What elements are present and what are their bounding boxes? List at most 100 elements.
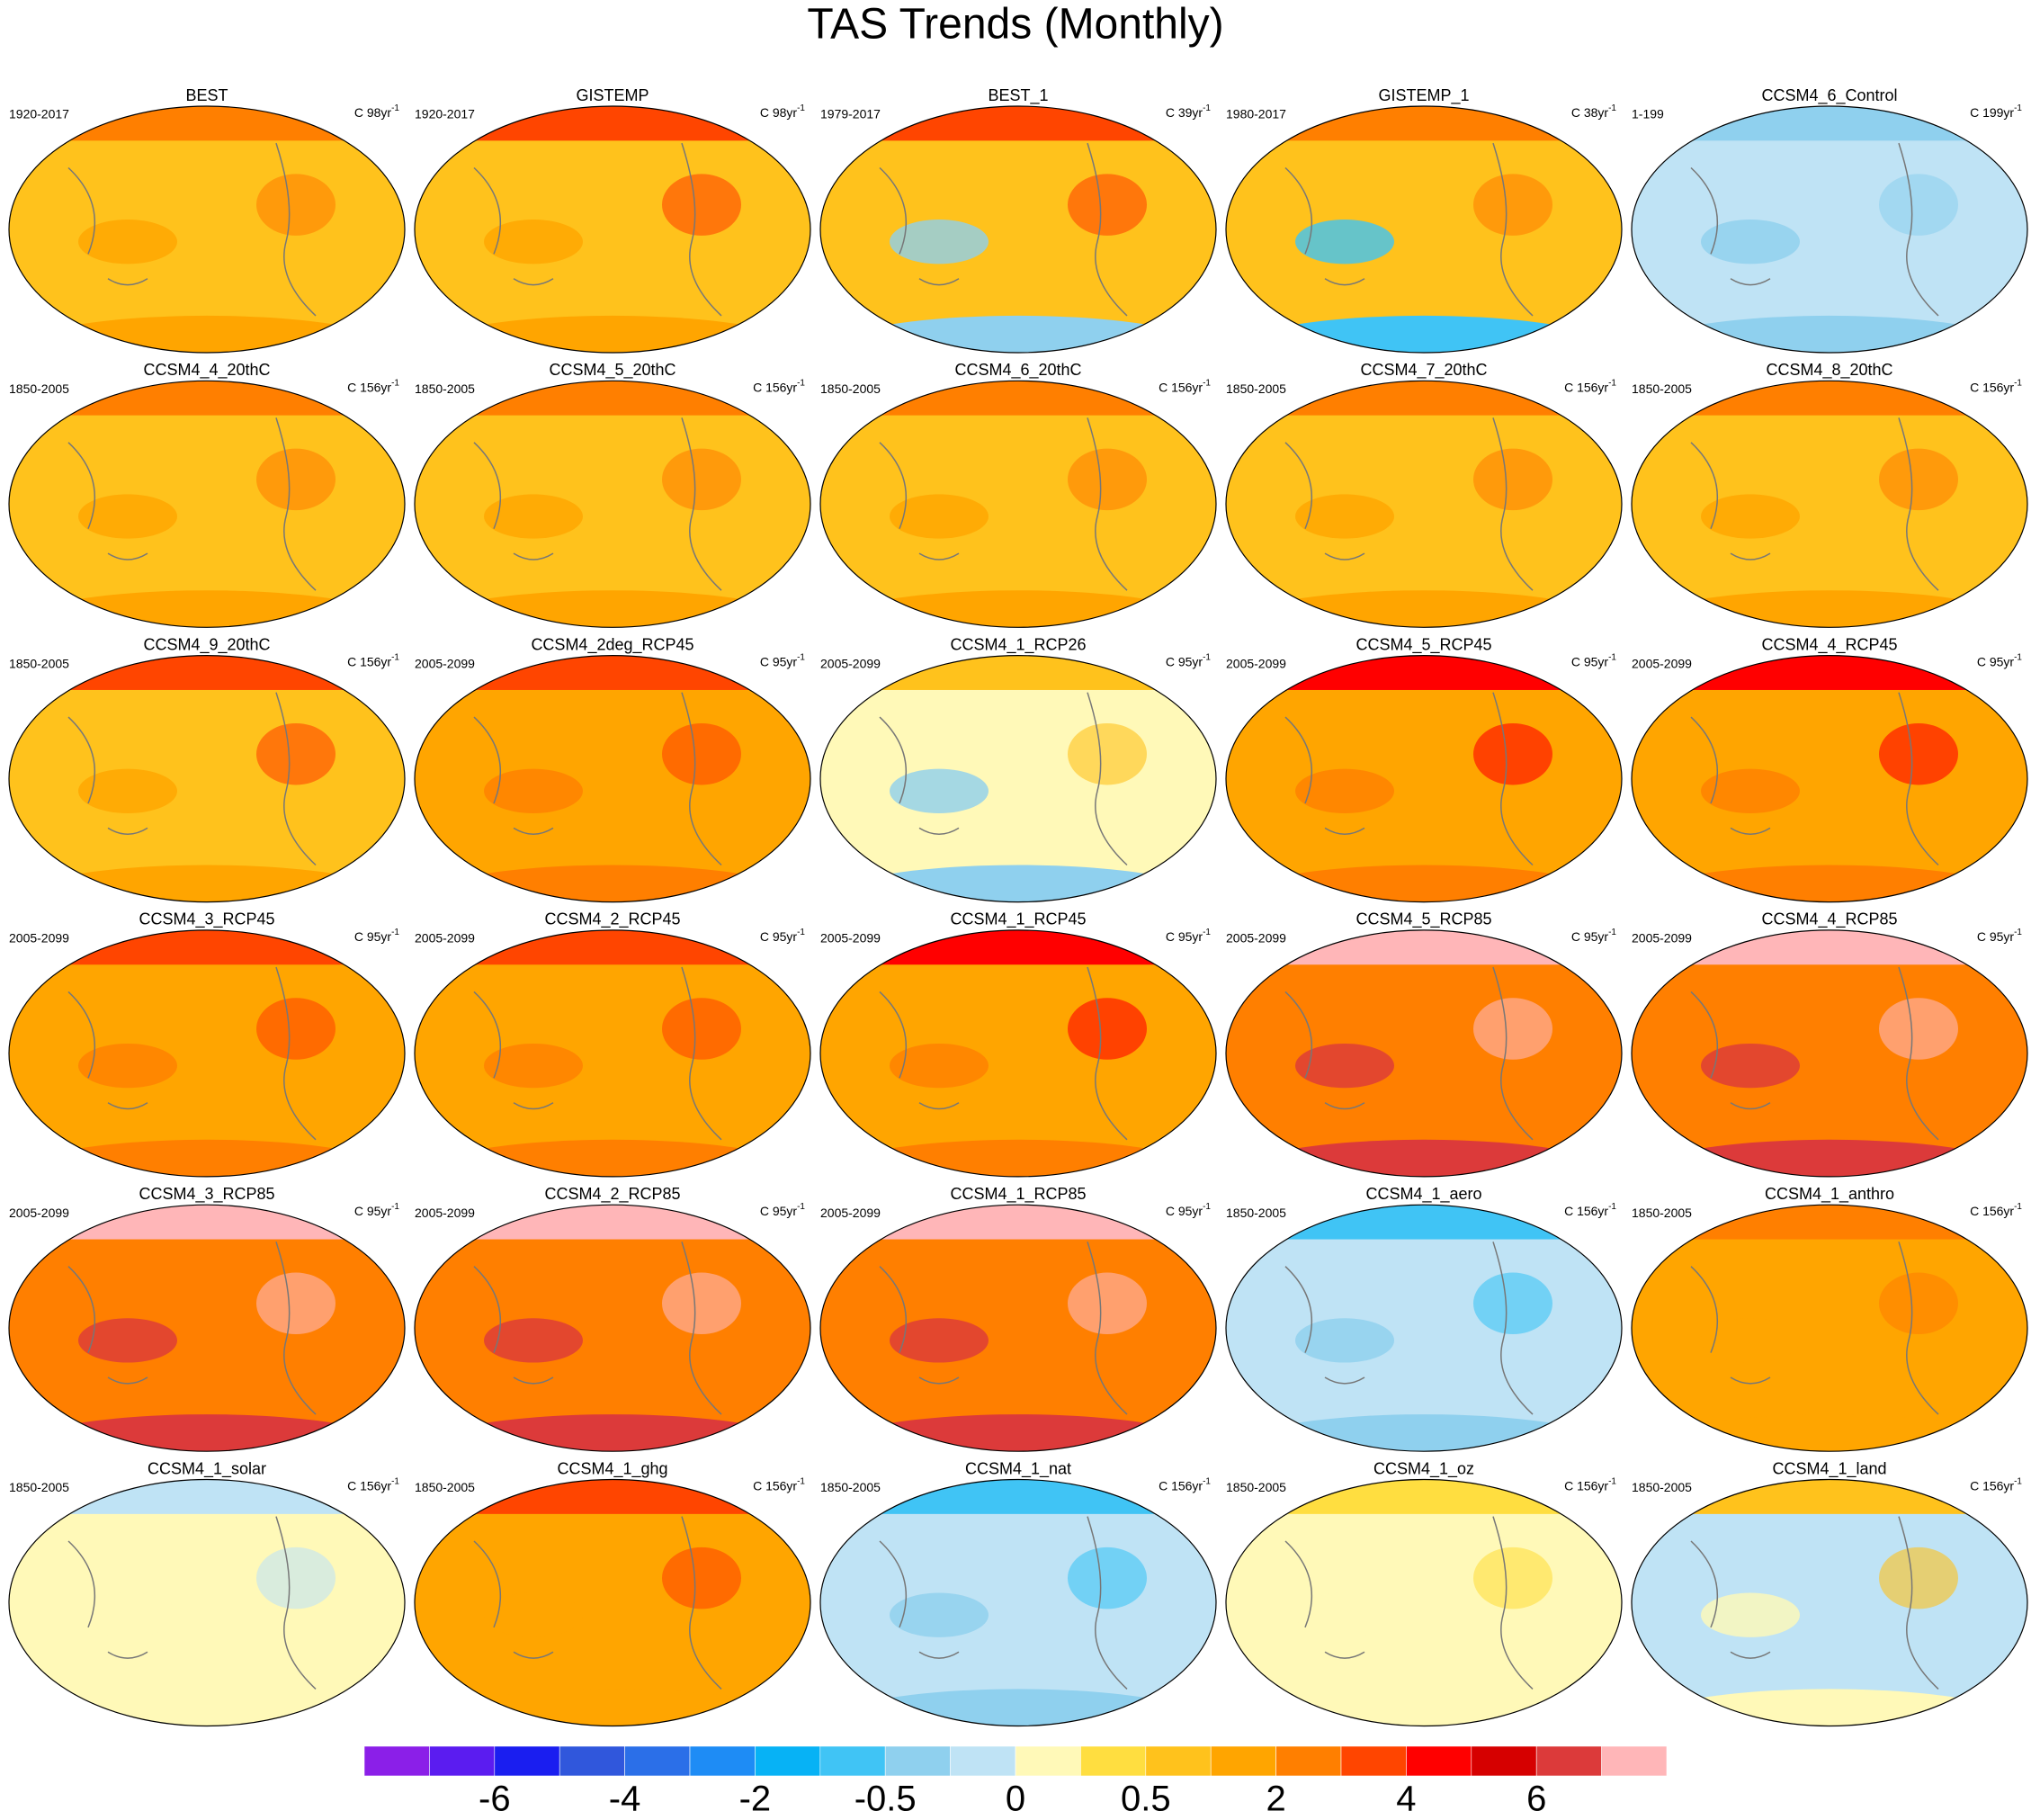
trend-exponent: -1	[1203, 1202, 1211, 1212]
panel-trend: C 98yr-1	[354, 103, 400, 120]
map-blob	[1473, 998, 1552, 1060]
panel-title: CCSM4_6_20thC	[954, 361, 1081, 380]
map-blob	[484, 1318, 583, 1363]
map-field	[9, 1205, 405, 1452]
panel-trend: C 95yr-1	[354, 928, 400, 944]
coastline	[681, 417, 722, 591]
map-panel: CCSM4_5_RCP85 2005-2099 C 95yr-1	[1225, 910, 1623, 1178]
map-border	[1631, 1204, 2028, 1452]
trend-unit: C 156yr	[347, 380, 391, 394]
coastline	[1898, 1516, 1939, 1690]
coastline	[681, 1242, 722, 1415]
map-panel: CCSM4_1_ghg 1850-2005 C 156yr-1	[414, 1459, 811, 1727]
panel-trend: C 95yr-1	[1977, 928, 2023, 944]
map-blob	[78, 1043, 177, 1089]
map	[1226, 1205, 1622, 1452]
coastline	[1492, 417, 1534, 591]
panel-trend: C 38yr-1	[1571, 103, 1617, 120]
map-panel: CCSM4_4_RCP85 2005-2099 C 95yr-1	[1631, 910, 2028, 1178]
panel-trend: C 156yr-1	[1159, 1476, 1211, 1493]
map-south	[9, 865, 405, 902]
map-south	[415, 865, 810, 902]
map-border	[819, 380, 1217, 628]
map	[9, 381, 405, 628]
map-panel: CCSM4_3_RCP45 2005-2099 C 95yr-1	[8, 910, 406, 1178]
map-border	[1225, 654, 1623, 903]
colorbar-label: -4	[609, 1780, 641, 1819]
map-blob	[1879, 174, 1958, 236]
trend-exponent: -1	[797, 1202, 805, 1212]
map-border	[1631, 105, 2028, 354]
coastline	[1898, 417, 1939, 591]
colorbar-box	[559, 1745, 625, 1777]
colorbar-box	[689, 1745, 756, 1777]
map-border	[1225, 380, 1623, 628]
map-border	[1225, 1204, 1623, 1452]
map-blob	[78, 1592, 177, 1637]
map-blob	[484, 768, 583, 813]
colorbar-label: 0.5	[1121, 1780, 1171, 1819]
trend-exponent: -1	[391, 652, 399, 662]
map	[820, 1205, 1216, 1452]
map-field	[820, 929, 1216, 1177]
map-blob	[484, 220, 583, 264]
colorbar-label: 0	[1006, 1780, 1025, 1819]
trend-exponent: -1	[1608, 1476, 1616, 1486]
panel-period: 1850-2005	[1632, 1206, 1692, 1220]
map-south	[415, 1139, 810, 1177]
panel-trend: C 156yr-1	[753, 378, 805, 394]
coastline	[1284, 1266, 1365, 1385]
map-south	[820, 590, 1216, 628]
coastline	[1492, 1242, 1534, 1415]
map-south	[1226, 1689, 1622, 1726]
map-blob	[1068, 998, 1147, 1060]
map-border	[8, 105, 406, 354]
panel-trend: C 156yr-1	[1564, 1476, 1616, 1493]
coastline	[681, 1516, 722, 1690]
map	[9, 929, 405, 1177]
coastline	[473, 1266, 554, 1385]
panel-period: 1920-2017	[9, 107, 69, 121]
map-panel: CCSM4_2deg_RCP45 2005-2099 C 95yr-1	[414, 635, 811, 903]
panel-title: CCSM4_2_RCP85	[544, 1185, 680, 1204]
panel-title: CCSM4_8_20thC	[1766, 361, 1892, 380]
trend-exponent: -1	[391, 378, 399, 388]
panel-trend: C 95yr-1	[1571, 652, 1617, 668]
coastline	[879, 1540, 960, 1659]
panel-title: CCSM4_2_RCP45	[544, 910, 680, 929]
trend-unit: C 156yr	[1159, 1478, 1203, 1493]
coastline	[879, 1266, 960, 1385]
map-blob	[1473, 174, 1552, 236]
coastline	[1284, 1540, 1365, 1659]
map-blob	[1879, 998, 1958, 1060]
trend-unit: C 199yr	[1970, 105, 2014, 120]
panel-period: 2005-2099	[9, 1206, 69, 1220]
panel-trend: C 95yr-1	[760, 1202, 806, 1218]
colorbar-box	[1080, 1745, 1147, 1777]
map-border	[819, 1204, 1217, 1452]
map-panel: CCSM4_1_anthro 1850-2005 C 156yr-1	[1631, 1185, 2028, 1452]
coastline	[473, 442, 554, 560]
trend-unit: C 156yr	[1970, 380, 2014, 394]
panel-period: 1850-2005	[415, 1480, 475, 1494]
map-panel: CCSM4_1_RCP45 2005-2099 C 95yr-1	[819, 910, 1217, 1178]
colorbar-box	[1601, 1745, 1668, 1777]
panel-title: GISTEMP	[576, 86, 649, 104]
coastline	[1284, 166, 1365, 286]
panel-period: 2005-2099	[415, 931, 475, 946]
colorbar-box	[624, 1745, 691, 1777]
map-border	[8, 654, 406, 903]
map-panel: CCSM4_1_land 1850-2005 C 156yr-1	[1631, 1459, 2028, 1727]
map-blob	[1701, 1318, 1800, 1363]
map-blob	[890, 1592, 989, 1637]
trend-exponent: -1	[391, 928, 399, 937]
trend-unit: C 39yr	[1166, 105, 1203, 120]
coastline	[67, 716, 148, 835]
trend-exponent: -1	[2014, 1202, 2022, 1212]
panel-title: CCSM4_1_aero	[1365, 1185, 1481, 1204]
map-panel: CCSM4_6_Control 1-199 C 199yr-1	[1631, 86, 2028, 354]
map-field	[9, 929, 405, 1177]
panel-title: CCSM4_4_20thC	[143, 361, 270, 380]
coastline	[879, 991, 960, 1110]
map-border	[414, 380, 811, 628]
